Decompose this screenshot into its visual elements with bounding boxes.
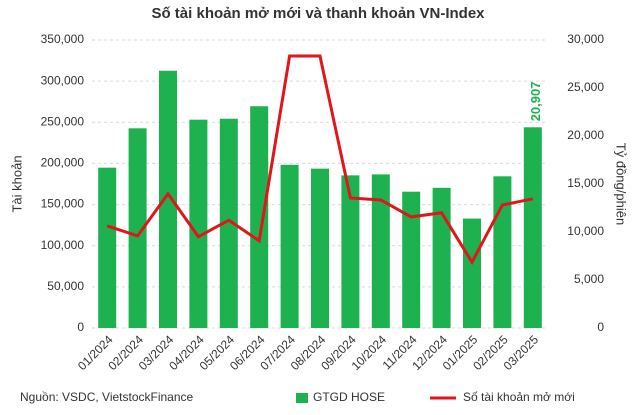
y-tick-label: 150,000 <box>41 197 85 211</box>
y-tick-label: 50,000 <box>47 279 84 293</box>
chart-title: Số tài khoản mở mới và thanh khoản VN-In… <box>151 5 485 22</box>
bar <box>311 168 329 328</box>
bar <box>341 175 360 328</box>
y2-tick-label: 25,000 <box>567 80 604 94</box>
bar <box>189 119 208 329</box>
bar <box>250 106 269 329</box>
bar <box>219 118 238 328</box>
bar <box>280 164 299 328</box>
y-tick-label: 250,000 <box>41 114 85 128</box>
y-tick-label: 200,000 <box>41 156 85 170</box>
y-tick-label: 100,000 <box>41 238 85 252</box>
y-tick-label: 0 <box>77 320 84 334</box>
y2-tick-label: 0 <box>597 320 604 334</box>
y2-axis-label: Tỷ đồng/phiên <box>614 143 629 225</box>
bar <box>523 127 542 328</box>
bar <box>128 128 147 328</box>
value-label: 20,907 <box>528 82 543 122</box>
legend-swatch <box>296 393 308 403</box>
legend-label: Số tài khoản mở mới <box>463 390 575 404</box>
y-axis-label: Tài khoản <box>9 155 24 212</box>
y2-tick-label: 30,000 <box>567 32 604 46</box>
y2-tick-label: 20,000 <box>567 128 604 142</box>
bar <box>493 176 512 328</box>
bar <box>432 187 451 328</box>
line <box>106 54 534 266</box>
bar <box>159 70 177 328</box>
bar <box>402 191 421 328</box>
y2-tick-label: 15,000 <box>567 176 604 190</box>
source: Nguồn: VSDC, VietstockFinance <box>20 390 194 404</box>
y2-tick-label: 10,000 <box>567 224 604 238</box>
bar <box>371 174 390 328</box>
bar <box>463 218 481 328</box>
legend-label: GTGD HOSE <box>313 390 385 404</box>
y-tick-label: 300,000 <box>41 73 85 87</box>
y-tick-label: 350,000 <box>41 32 85 46</box>
bar <box>98 167 117 328</box>
y2-tick-label: 5,000 <box>574 272 604 286</box>
